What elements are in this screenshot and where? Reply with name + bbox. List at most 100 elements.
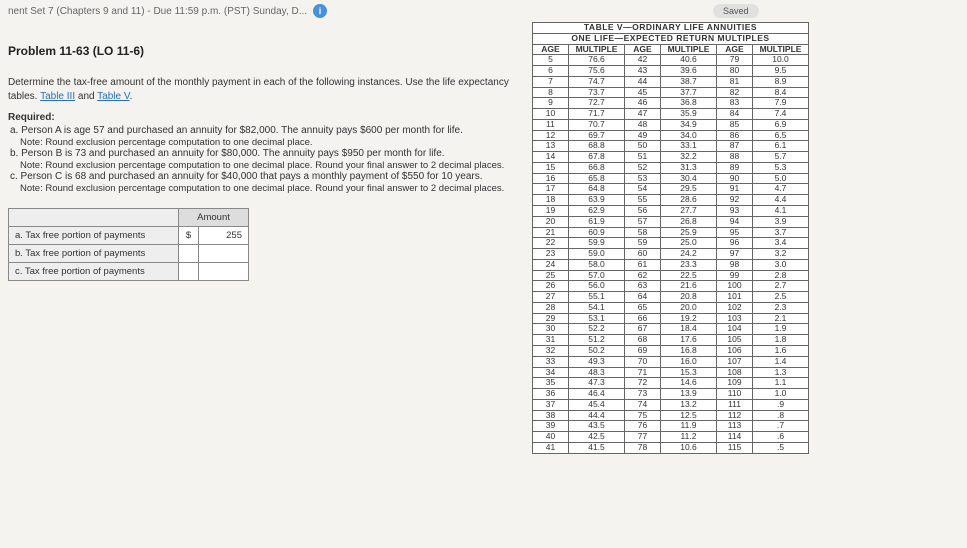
- age-cell: 6: [533, 66, 569, 77]
- annuity-row: 3646.47313.91101.0: [533, 389, 809, 400]
- multiple-cell: 20.8: [661, 292, 717, 303]
- multiple-cell: 27.7: [661, 206, 717, 217]
- age-cell: 113: [717, 421, 753, 432]
- multiple-cell: 54.1: [569, 302, 625, 313]
- h-mult1: MULTIPLE: [569, 44, 625, 55]
- multiple-cell: 6.1: [753, 141, 809, 152]
- period: .: [130, 91, 133, 102]
- multiple-cell: 62.9: [569, 206, 625, 217]
- info-icon[interactable]: i: [313, 4, 327, 18]
- link-table5[interactable]: Table V: [97, 91, 129, 102]
- annuity-row: 1071.74735.9847.4: [533, 109, 809, 120]
- age-cell: 25: [533, 270, 569, 281]
- age-cell: 79: [717, 55, 753, 66]
- age-cell: 109: [717, 378, 753, 389]
- answer-input-c[interactable]: [199, 263, 249, 281]
- annuity-row: 3745.47413.2111.9: [533, 399, 809, 410]
- age-cell: 63: [625, 281, 661, 292]
- age-cell: 65: [625, 302, 661, 313]
- age-cell: 10: [533, 109, 569, 120]
- problem-intro: Determine the tax-free amount of the mon…: [8, 76, 520, 104]
- multiple-cell: 65.8: [569, 173, 625, 184]
- annuity-row: 1566.85231.3895.3: [533, 162, 809, 173]
- currency: $: [179, 227, 199, 245]
- age-cell: 60: [625, 249, 661, 260]
- multiple-cell: 1.9: [753, 324, 809, 335]
- req-a-note: Note: Round exclusion percentage computa…: [20, 137, 520, 148]
- multiple-cell: 4.4: [753, 195, 809, 206]
- age-cell: 30: [533, 324, 569, 335]
- age-cell: 24: [533, 259, 569, 270]
- annuity-row: 2854.16520.01022.3: [533, 302, 809, 313]
- age-cell: 19: [533, 206, 569, 217]
- annuity-row: 3052.26718.41041.9: [533, 324, 809, 335]
- annuity-row: 2557.06222.5992.8: [533, 270, 809, 281]
- req-b: b. Person B is 73 and purchased an annui…: [10, 148, 520, 159]
- age-cell: 92: [717, 195, 753, 206]
- multiple-cell: 41.5: [569, 442, 625, 453]
- age-cell: 72: [625, 378, 661, 389]
- age-cell: 105: [717, 335, 753, 346]
- multiple-cell: 13.9: [661, 389, 717, 400]
- age-cell: 45: [625, 87, 661, 98]
- annuity-row: 3250.26916.81061.6: [533, 345, 809, 356]
- multiple-cell: 42.5: [569, 432, 625, 443]
- age-cell: 18: [533, 195, 569, 206]
- age-cell: 41: [533, 442, 569, 453]
- main-area: Problem 11-63 (LO 11-6) Determine the ta…: [0, 22, 967, 454]
- multiple-cell: 1.3: [753, 367, 809, 378]
- multiple-cell: 3.0: [753, 259, 809, 270]
- table-title1: TABLE V—ORDINARY LIFE ANNUITIES: [533, 23, 809, 34]
- age-cell: 76: [625, 421, 661, 432]
- age-cell: 112: [717, 410, 753, 421]
- link-table3[interactable]: Table III: [40, 91, 75, 102]
- multiple-cell: 58.0: [569, 259, 625, 270]
- multiple-cell: 39.6: [661, 66, 717, 77]
- age-cell: 87: [717, 141, 753, 152]
- multiple-cell: 18.4: [661, 324, 717, 335]
- age-cell: 84: [717, 109, 753, 120]
- age-cell: 54: [625, 184, 661, 195]
- answer-label: c. Tax free portion of payments: [9, 263, 179, 281]
- multiple-cell: 55.1: [569, 292, 625, 303]
- multiple-cell: 11.9: [661, 421, 717, 432]
- multiple-cell: 22.5: [661, 270, 717, 281]
- age-cell: 56: [625, 206, 661, 217]
- annuity-row: 2160.95825.9953.7: [533, 227, 809, 238]
- annuity-row: 1170.74834.9856.9: [533, 119, 809, 130]
- age-cell: 33: [533, 356, 569, 367]
- age-cell: 85: [717, 119, 753, 130]
- age-cell: 100: [717, 281, 753, 292]
- age-cell: 107: [717, 356, 753, 367]
- answer-row-a: a. Tax free portion of payments $ 255: [9, 227, 249, 245]
- h-mult3: MULTIPLE: [753, 44, 809, 55]
- annuity-row: 1665.85330.4905.0: [533, 173, 809, 184]
- age-cell: 50: [625, 141, 661, 152]
- multiple-cell: 17.6: [661, 335, 717, 346]
- multiple-cell: 12.5: [661, 410, 717, 421]
- answer-input-a[interactable]: 255: [199, 227, 249, 245]
- and-text: and: [75, 91, 97, 102]
- multiple-cell: 23.3: [661, 259, 717, 270]
- annuity-row: 1863.95528.6924.4: [533, 195, 809, 206]
- age-cell: 8: [533, 87, 569, 98]
- multiple-cell: 25.9: [661, 227, 717, 238]
- age-cell: 40: [533, 432, 569, 443]
- multiple-cell: 13.2: [661, 399, 717, 410]
- req-b-note: Note: Round exclusion percentage computa…: [20, 160, 520, 171]
- multiple-cell: 20.0: [661, 302, 717, 313]
- age-cell: 7: [533, 76, 569, 87]
- age-cell: 39: [533, 421, 569, 432]
- age-cell: 93: [717, 206, 753, 217]
- multiple-cell: 2.8: [753, 270, 809, 281]
- age-cell: 114: [717, 432, 753, 443]
- multiple-cell: 2.3: [753, 302, 809, 313]
- multiple-cell: 4.7: [753, 184, 809, 195]
- age-cell: 43: [625, 66, 661, 77]
- multiple-cell: 73.7: [569, 87, 625, 98]
- multiple-cell: 63.9: [569, 195, 625, 206]
- answer-input-b[interactable]: [199, 245, 249, 263]
- age-cell: 73: [625, 389, 661, 400]
- multiple-cell: 69.7: [569, 130, 625, 141]
- age-cell: 35: [533, 378, 569, 389]
